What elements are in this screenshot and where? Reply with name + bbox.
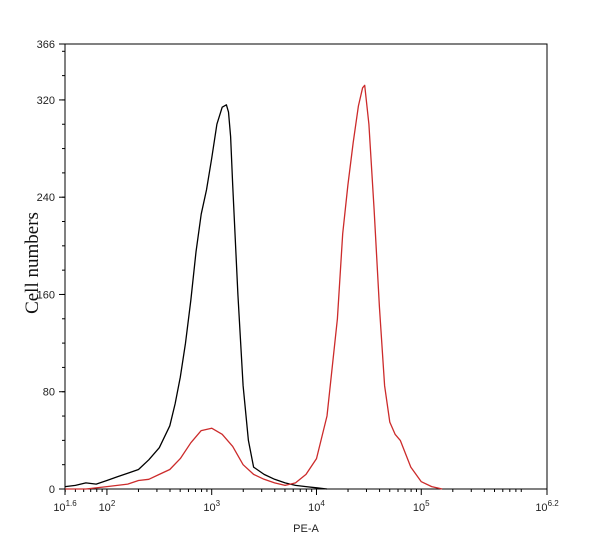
x-tick-label: 106.2: [535, 499, 559, 514]
x-tick-exponent: 2: [111, 499, 116, 508]
x-tick-label: 105: [413, 499, 430, 514]
x-tick-exponent: 4: [320, 499, 325, 508]
series-layer: [65, 84, 443, 490]
x-tick-base: 10: [413, 502, 425, 514]
x-axis-title: PE-A: [293, 523, 319, 535]
y-tick-label: 160: [37, 289, 55, 301]
y-tick-label: 80: [43, 387, 55, 399]
y-tick-label: 0: [49, 484, 55, 496]
x-tick-label: 104: [308, 499, 325, 514]
x-tick-base: 10: [308, 502, 320, 514]
x-tick-exponent: 5: [425, 499, 430, 508]
x-tick-base: 10: [535, 502, 547, 514]
x-tick-base: 10: [99, 502, 111, 514]
x-tick-base: 10: [53, 502, 65, 514]
series-line-1: [65, 84, 443, 490]
y-tick-label: 240: [37, 192, 55, 204]
y-tick-label: 320: [37, 95, 55, 107]
x-tick-label: 102: [99, 499, 116, 514]
y-tick-label: 366: [37, 39, 55, 51]
x-tick-exponent: 6.2: [548, 499, 560, 508]
y-axis-title: Cell numbers: [22, 212, 43, 314]
x-tick-exponent: 3: [216, 499, 221, 508]
plot-frame: [64, 43, 548, 490]
x-tick-label: 103: [203, 499, 220, 514]
x-tick-base: 10: [203, 502, 215, 514]
series-line-0: [65, 104, 328, 490]
x-tick-label: 101.6: [53, 499, 77, 514]
x-tick-exponent: 1.6: [66, 499, 78, 508]
